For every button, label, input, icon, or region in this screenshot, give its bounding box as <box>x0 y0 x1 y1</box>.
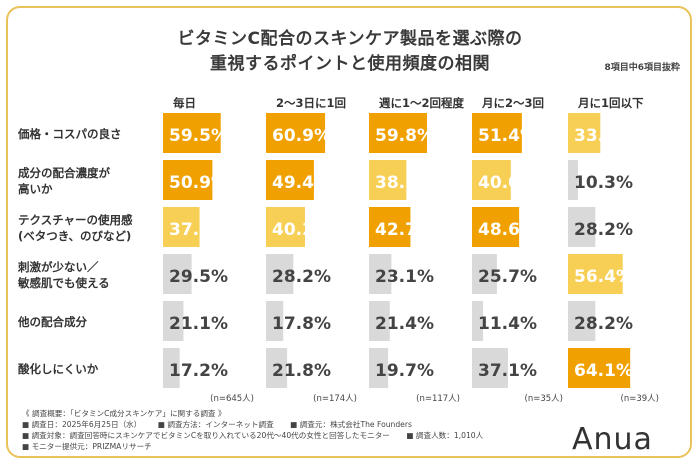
bar <box>369 348 389 388</box>
footnote-source: ■ 調査元：株式会社The Founders <box>290 420 412 429</box>
bar-value-label: 38.5% <box>375 173 434 193</box>
bar-value-label: 10.3% <box>574 173 633 193</box>
bar <box>266 207 305 247</box>
bar <box>568 207 596 247</box>
row-label: 刺激が少ない／ <box>17 260 99 274</box>
footnotes: 《 調査概要：「ビタミンC成分スキンケア」に関する調査 》 ■ 調査日：2025… <box>22 408 497 452</box>
bar <box>369 254 392 294</box>
bar <box>369 301 390 341</box>
column-header: 月に2〜3回 <box>481 96 544 110</box>
bar-value-label: 59.8% <box>375 126 434 146</box>
sample-size-label: (n=174人) <box>313 394 357 404</box>
bar-value-label: 37.1% <box>478 361 537 381</box>
row-label: 価格・コスパの良さ <box>17 127 122 141</box>
bar-value-label: 59.5% <box>169 126 228 146</box>
footnote-count: ■ 調査人数：1,010人 <box>406 431 484 440</box>
bar-value-label: 23.1% <box>375 267 434 287</box>
bar-value-label: 29.5% <box>169 267 228 287</box>
bar-value-label: 21.1% <box>169 314 228 334</box>
row-label: 高いか <box>18 182 53 196</box>
bar <box>568 348 631 388</box>
bar <box>568 113 601 153</box>
bar <box>369 113 428 153</box>
row-label: (ベタつき、のびなど) <box>18 229 131 243</box>
bar <box>163 207 200 247</box>
footnote-line2: ■ 調査日：2025年6月25日（水） ■ 調査方法：インターネット調査 ■ 調… <box>22 419 497 430</box>
bar-value-label: 17.8% <box>272 314 331 334</box>
bar <box>266 254 294 294</box>
chart-title-line1: ビタミンC配合のスキンケア製品を選ぶ際の <box>177 29 523 49</box>
bar <box>472 113 522 153</box>
row-label: 敏感肌でも使える <box>17 276 110 290</box>
sample-size-label: (n=645人) <box>210 394 254 404</box>
bar-value-label: 28.2% <box>574 314 633 334</box>
bar <box>163 113 221 153</box>
footnote-line3: ■ 調査対象：調査回答時にスキンケアでビタミンCを取り入れている20代〜40代の… <box>22 430 497 441</box>
bar-value-label: 28.2% <box>272 267 331 287</box>
row-label: 他の配合成分 <box>17 315 87 329</box>
bar-value-label: 40.2% <box>272 220 331 240</box>
bar-value-label: 25.7% <box>478 267 537 287</box>
brand-logo: Anua <box>572 422 653 457</box>
bar <box>163 348 180 388</box>
bar-value-label: 42.7% <box>375 220 434 240</box>
bar-value-label: 49.4% <box>272 173 331 193</box>
bar <box>568 254 623 294</box>
bar-value-label: 33.3% <box>574 126 633 146</box>
bar <box>163 160 213 200</box>
bar <box>472 207 520 247</box>
bar <box>266 348 288 388</box>
footnote-date: ■ 調査日：2025年6月25日（水） <box>22 420 142 429</box>
bar <box>568 160 578 200</box>
bar <box>472 160 511 200</box>
chart-title-line2: 重視するポイントと使用頻度の相関 <box>210 54 490 74</box>
bar-value-label: 60.9% <box>272 126 331 146</box>
bar-value-label: 28.2% <box>574 220 633 240</box>
bar-value-label: 21.8% <box>272 361 331 381</box>
sample-size-label: (n=35人) <box>525 394 563 404</box>
bar <box>266 160 314 200</box>
row-label: テクスチャーの使用感 <box>18 213 133 227</box>
bar <box>163 254 192 294</box>
bar <box>163 301 184 341</box>
chart-subtitle: 8項目中6項目抜粋 <box>604 63 680 73</box>
bar <box>369 160 407 200</box>
bar-value-label: 64.1% <box>574 361 633 381</box>
sample-size-label: (n=39人) <box>621 394 659 404</box>
bar-value-label: 51.4% <box>478 126 537 146</box>
column-header: 毎日 <box>173 96 196 110</box>
bar-value-label: 48.6% <box>478 220 537 240</box>
bar-value-label: 11.4% <box>478 314 537 334</box>
bar <box>266 113 326 153</box>
footnote-method: ■ 調査方法：インターネット調査 <box>157 420 274 429</box>
bar-value-label: 56.4% <box>574 267 633 287</box>
row-label: 酸化しにくいか <box>18 362 99 376</box>
bar-value-label: 21.4% <box>375 314 434 334</box>
bar <box>266 301 284 341</box>
sample-size-label: (n=117人) <box>416 394 460 404</box>
bar-value-label: 19.7% <box>375 361 434 381</box>
row-label: 成分の配合濃度が <box>18 166 110 180</box>
bar-value-label: 40.0% <box>478 173 537 193</box>
footnote-line4: ■ モニター提供元：PRIZMAリサーチ <box>22 442 152 451</box>
column-header: 月に1回以下 <box>577 96 644 110</box>
footnote-target: ■ 調査対象：調査回答時にスキンケアでビタミンCを取り入れている20代〜40代の… <box>22 431 390 440</box>
bar <box>369 207 411 247</box>
bar-value-label: 37.7% <box>169 220 228 240</box>
bar-value-label: 17.2% <box>169 361 228 381</box>
footnote-line1: 《 調査概要：「ビタミンC成分スキンケア」に関する調査 》 <box>22 409 226 418</box>
bar <box>472 301 484 341</box>
column-header: 2〜3日に1回 <box>276 96 346 110</box>
bar <box>472 254 497 294</box>
bar-value-label: 50.9% <box>169 173 228 193</box>
bar <box>472 348 508 388</box>
column-header: 週に1〜2回程度 <box>379 96 465 110</box>
bar <box>568 301 596 341</box>
